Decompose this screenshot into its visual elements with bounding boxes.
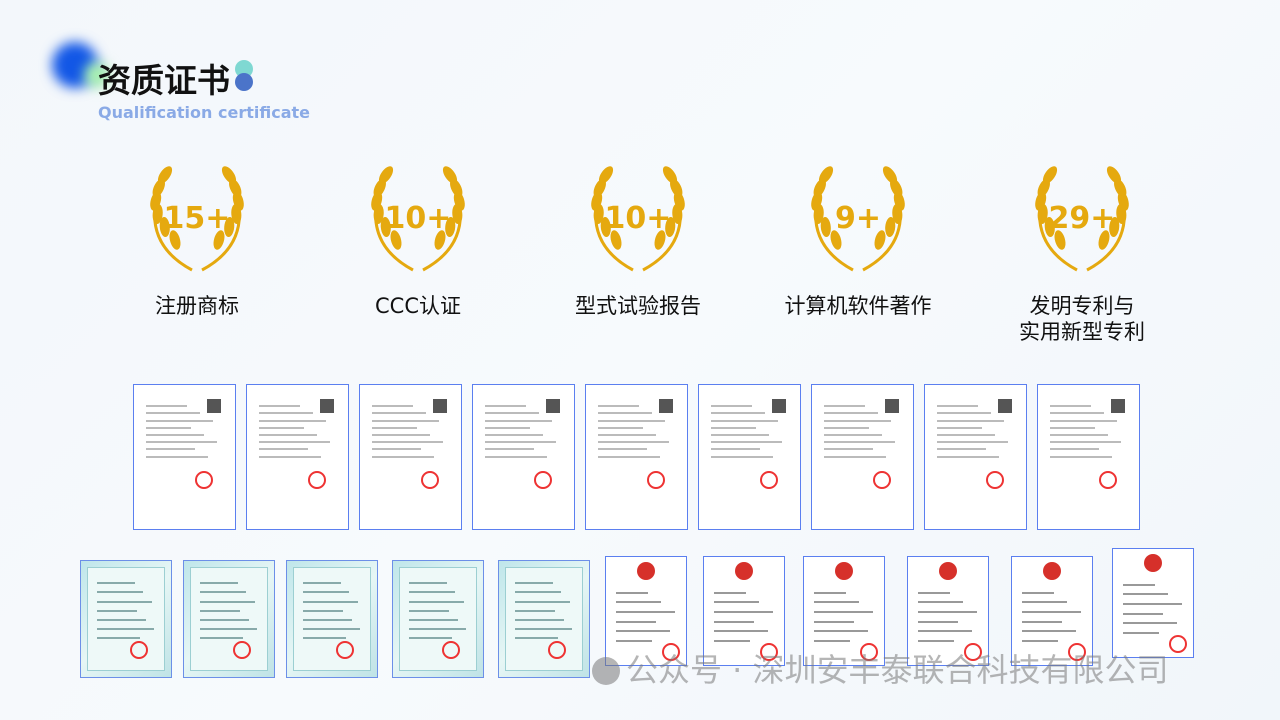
watermark: 公众号 · 深圳安丰泰联合科技有限公司 [592, 645, 1169, 691]
stat-value: 10+ [604, 201, 672, 236]
stat-label: 计算机软件著作 [748, 293, 968, 319]
decorative-blob [84, 62, 110, 88]
stat-4: 29+ 发明专利与 实用新型专利 [972, 165, 1192, 345]
trademark-certificate-image[interactable] [703, 556, 785, 666]
wechat-icon [592, 657, 620, 685]
watermark-text: 公众号 · 深圳安丰泰联合科技有限公司 [626, 651, 1169, 689]
laurel-icon: 29+ [1022, 165, 1142, 275]
stat-label: 注册商标 [87, 293, 307, 319]
test-report-image[interactable] [1037, 384, 1140, 530]
trademark-certificate-image[interactable] [605, 556, 687, 666]
test-report-image[interactable] [811, 384, 914, 530]
stat-0: 15+ 注册商标 [87, 165, 307, 319]
laurel-icon: 15+ [137, 165, 257, 275]
software-copyright-image[interactable] [392, 560, 484, 678]
test-report-image[interactable] [472, 384, 575, 530]
test-report-image[interactable] [133, 384, 236, 530]
stat-label-line: CCC认证 [375, 294, 461, 318]
laurel-icon: 10+ [578, 165, 698, 275]
test-report-image[interactable] [585, 384, 688, 530]
stat-label: CCC认证 [308, 293, 528, 319]
software-copyright-image[interactable] [80, 560, 172, 678]
page-title: 资质证书 [98, 61, 230, 100]
laurel-icon: 9+ [798, 165, 918, 275]
stat-label-line: 计算机软件著作 [784, 294, 932, 318]
stat-value: 10+ [384, 201, 452, 236]
stat-label-line: 注册商标 [155, 294, 239, 318]
stat-label-line: 实用新型专利 [1019, 320, 1145, 344]
stat-label: 发明专利与 实用新型专利 [972, 293, 1192, 345]
stat-3: 9+ 计算机软件著作 [748, 165, 968, 319]
laurel-icon: 10+ [358, 165, 478, 275]
stat-label: 型式试验报告 [528, 293, 748, 319]
test-report-image[interactable] [359, 384, 462, 530]
stat-value: 29+ [1048, 201, 1116, 236]
stat-2: 10+ 型式试验报告 [528, 165, 748, 319]
stat-value: 15+ [163, 201, 231, 236]
stat-1: 10+ CCC认证 [308, 165, 528, 319]
trademark-certificate-image[interactable] [907, 556, 989, 666]
software-copyright-image[interactable] [183, 560, 275, 678]
trademark-certificate-image[interactable] [803, 556, 885, 666]
stat-label-line: 型式试验报告 [575, 294, 701, 318]
stat-value: 9+ [834, 201, 881, 236]
test-report-image[interactable] [698, 384, 801, 530]
test-report-image[interactable] [924, 384, 1027, 530]
page-subtitle: Qualification certificate [98, 103, 310, 122]
software-copyright-image[interactable] [286, 560, 378, 678]
trademark-certificate-image[interactable] [1112, 548, 1194, 658]
software-copyright-image[interactable] [498, 560, 590, 678]
decorative-dot [235, 73, 253, 91]
test-report-image[interactable] [246, 384, 349, 530]
stat-label-line: 发明专利与 [1029, 294, 1135, 318]
trademark-certificate-image[interactable] [1011, 556, 1093, 666]
